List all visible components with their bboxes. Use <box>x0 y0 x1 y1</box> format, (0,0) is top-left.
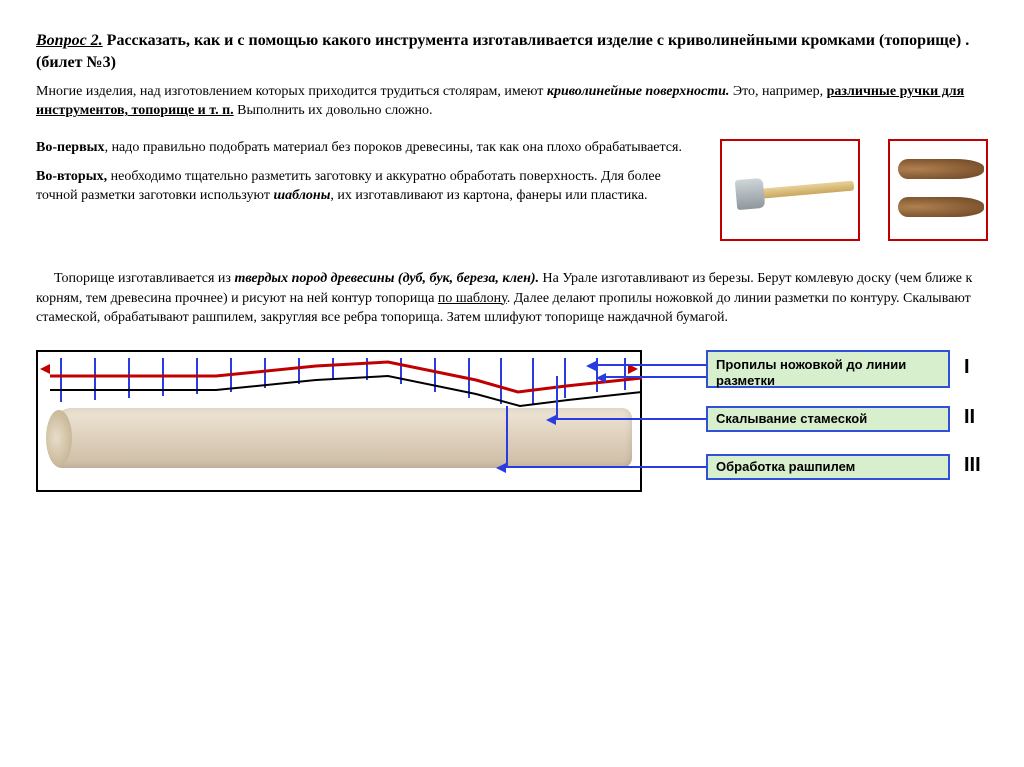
connector-3 <box>506 466 706 468</box>
legend-step-2: Скалывание стамеской <box>706 406 950 432</box>
question-title: Вопрос 2. Рассказать, как и с помощью ка… <box>36 30 988 73</box>
roman-1: I <box>964 356 970 379</box>
legend-step-3: Обработка рашпилем <box>706 454 950 480</box>
bullet-points: Во-первых, надо правильно подобрать мате… <box>36 139 696 241</box>
connector-1a <box>596 364 706 366</box>
connector-3-vline <box>506 406 508 466</box>
connector-2-vline <box>556 376 558 418</box>
red-arrow-left <box>40 364 50 374</box>
question-text: Рассказать, как и с помощью какого инстр… <box>36 32 969 71</box>
intro-paragraph: Многие изделия, над изготовлением которы… <box>36 83 988 121</box>
legend-step-1: Пропилы ножовкой до линии разметки <box>706 350 950 388</box>
diagram-area: Пропилы ножовкой до линии разметки Скалы… <box>36 350 988 520</box>
image-pair <box>720 139 988 241</box>
roman-2: II <box>964 406 975 429</box>
axe-image <box>720 139 860 241</box>
roman-3: III <box>964 454 981 477</box>
connector-2 <box>556 418 706 420</box>
content-row: Во-первых, надо правильно подобрать мате… <box>36 139 988 241</box>
process-paragraph: Топорище изготавливается из твердых поро… <box>36 269 988 328</box>
connector-1b <box>606 376 706 378</box>
question-number: Вопрос 2. <box>36 32 103 49</box>
handles-image <box>888 139 988 241</box>
